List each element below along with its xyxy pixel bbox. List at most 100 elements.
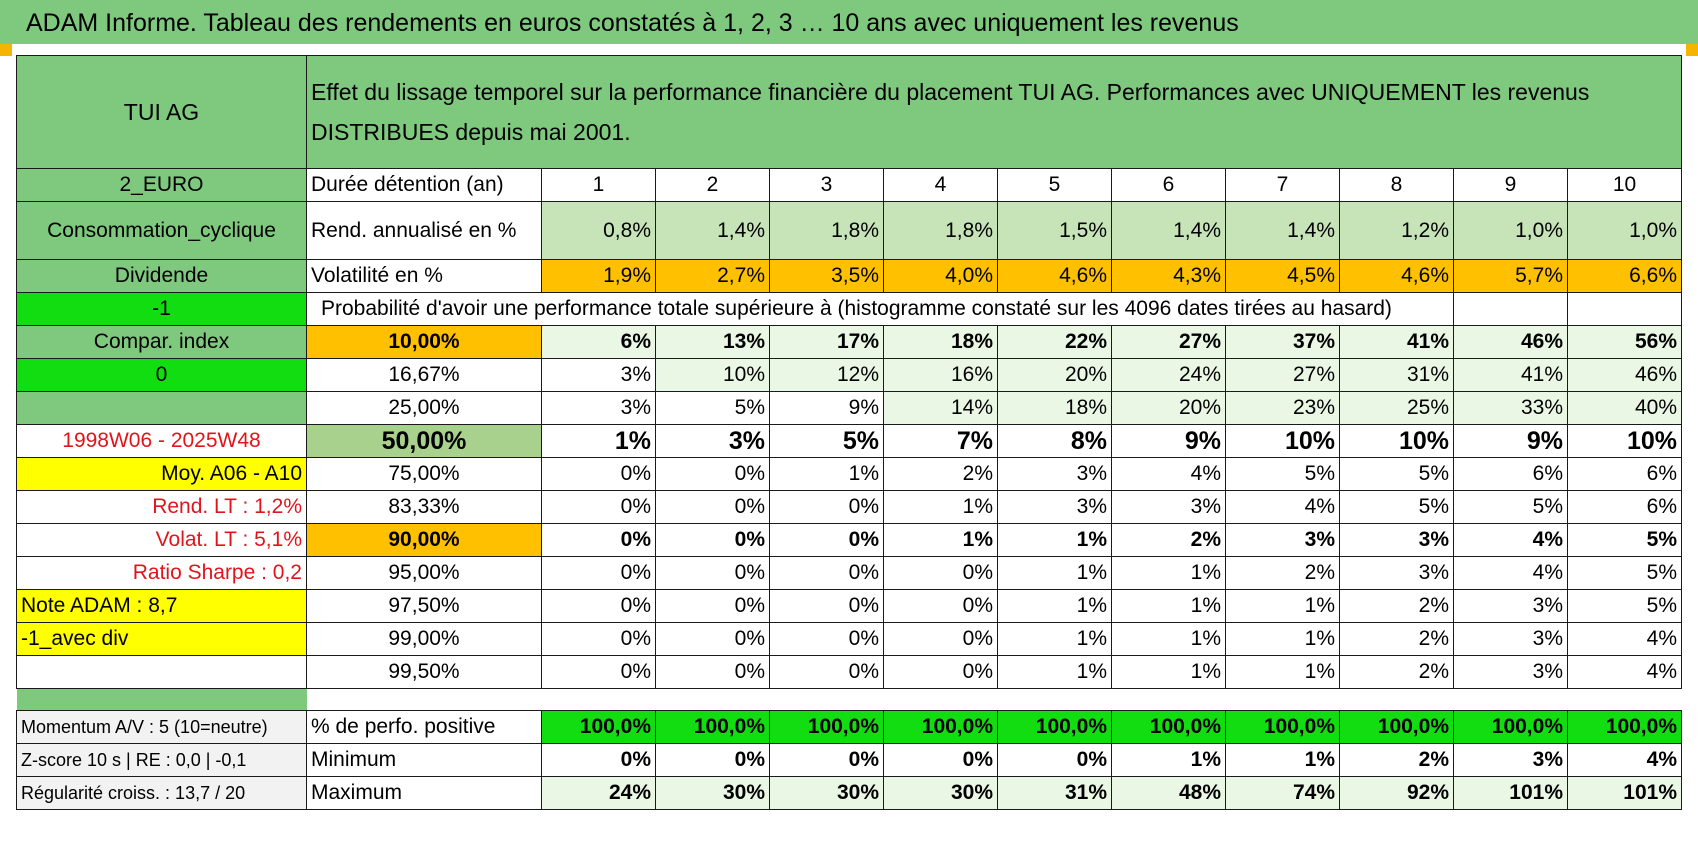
probability-value: 9% xyxy=(1111,424,1226,458)
sidebar-stat-regularite-label: Régularité croiss. : 13,7 / 20 xyxy=(16,776,307,810)
year-header: 1 xyxy=(541,168,656,202)
empty-cell xyxy=(1453,292,1568,326)
minimum-value: 0% xyxy=(997,743,1112,777)
rend-value: 1,2% xyxy=(1339,201,1454,260)
probability-value: 16% xyxy=(883,358,998,392)
probability-value: 10% xyxy=(1225,424,1340,458)
orange-marker-right xyxy=(1686,44,1698,56)
probability-value: 1% xyxy=(997,523,1112,557)
maximum-value: 101% xyxy=(1567,776,1682,810)
duration-label: Durée détention (an) xyxy=(306,168,542,202)
probability-value: 9% xyxy=(1453,424,1568,458)
rend-value: 1,5% xyxy=(997,201,1112,260)
probability-value: 20% xyxy=(997,358,1112,392)
probability-value: 17% xyxy=(769,325,884,359)
probability-value: 20% xyxy=(1111,391,1226,425)
sharpe-label: Ratio Sharpe : 0,2 xyxy=(16,556,307,590)
probability-value: 6% xyxy=(1453,457,1568,491)
probability-value: 3% xyxy=(541,391,656,425)
threshold-row: Compar. index 10,00% 6% 13% 17% 18% 22% 27% 37% 4… xyxy=(16,325,1682,359)
maximum-value: 30% xyxy=(655,776,770,810)
threshold-label: 95,00% xyxy=(306,556,542,590)
probability-value: 1% xyxy=(997,622,1112,656)
volatility-value: 3,5% xyxy=(769,259,884,293)
probability-value: 1% xyxy=(1111,622,1226,656)
probability-value: 0% xyxy=(541,655,656,689)
probability-value: 4% xyxy=(1567,622,1682,656)
rend-lt-label: Rend. LT : 1,2% xyxy=(16,490,307,524)
threshold-row: Moy. A06 - A10 75,00% 0% 0% 1% 2% 3% 4% 5% 5% 6% 6% xyxy=(16,457,1682,491)
threshold-row: Rend. LT : 1,2% 83,33% 0% 0% 0% 1% 3% 3% 4% 5% 5% 6… xyxy=(16,490,1682,524)
year-header: 3 xyxy=(769,168,884,202)
probability-value: 7% xyxy=(883,424,998,458)
volatility-value: 4,6% xyxy=(1339,259,1454,293)
probability-value: 27% xyxy=(1111,325,1226,359)
pct-positive-value: 100,0% xyxy=(1225,710,1340,744)
moy-label: Moy. A06 - A10 xyxy=(16,457,307,491)
probability-value: 4% xyxy=(1567,655,1682,689)
probability-value: 3% xyxy=(997,457,1112,491)
rend-label: Rend. annualisé en % xyxy=(306,201,542,260)
minimum-value: 2% xyxy=(1339,743,1454,777)
probability-value: 46% xyxy=(1453,325,1568,359)
probability-value: 3% xyxy=(1111,490,1226,524)
minimum-value: 4% xyxy=(1567,743,1682,777)
empty-green-cell xyxy=(16,391,307,425)
pct-positive-value: 100,0% xyxy=(1453,710,1568,744)
rend-value: 1,4% xyxy=(1225,201,1340,260)
currency-label: 2_EURO xyxy=(16,168,307,202)
probability-value: 13% xyxy=(655,325,770,359)
rend-value: 1,4% xyxy=(655,201,770,260)
probability-value: 8% xyxy=(997,424,1112,458)
minimum-value: 3% xyxy=(1453,743,1568,777)
probability-value: 2% xyxy=(1111,523,1226,557)
spacer-green-cell xyxy=(16,688,307,711)
threshold-label: 97,50% xyxy=(306,589,542,623)
period-label: 1998W06 - 2025W48 xyxy=(16,424,307,458)
volat-label: Volatilité en % xyxy=(306,259,542,293)
probability-value: 0% xyxy=(541,556,656,590)
summary-row: Momentum A/V : 5 (10=neutre)% de perfo. … xyxy=(16,710,1682,744)
probability-value: 5% xyxy=(769,424,884,458)
probability-value: 56% xyxy=(1567,325,1682,359)
probability-value: 0% xyxy=(541,457,656,491)
threshold-label: 10,00% xyxy=(306,325,542,359)
probability-value: 1% xyxy=(1225,655,1340,689)
rend-value: 1,0% xyxy=(1567,201,1682,260)
probability-value: 3% xyxy=(1453,622,1568,656)
zero-cell: 0 xyxy=(16,358,307,392)
probability-value: 3% xyxy=(1453,589,1568,623)
probability-value: 4% xyxy=(1453,523,1568,557)
probability-value: 3% xyxy=(1339,556,1454,590)
probability-value: 1% xyxy=(997,589,1112,623)
probability-value: 1% xyxy=(883,490,998,524)
rend-value: 1,4% xyxy=(1111,201,1226,260)
probability-value: 0% xyxy=(883,655,998,689)
probability-value: 5% xyxy=(1339,457,1454,491)
year-header: 4 xyxy=(883,168,998,202)
threshold-row: 25,00% 3% 5% 9% 14% 18% 20% 23% 25% 33% 40% xyxy=(16,391,1682,425)
compar-index-label: Compar. index xyxy=(16,325,307,359)
volatility-value: 1,9% xyxy=(541,259,656,293)
probability-value: 6% xyxy=(1567,457,1682,491)
threshold-label: 90,00% xyxy=(306,523,542,557)
maximum-value: 30% xyxy=(883,776,998,810)
threshold-row: 99,50% 0% 0% 0% 0% 1% 1% 1% 2% 3% 4% xyxy=(16,655,1682,689)
minimum-label: Minimum xyxy=(306,743,542,777)
probability-value: 1% xyxy=(1225,589,1340,623)
probability-value: 0% xyxy=(655,556,770,590)
probability-value: 2% xyxy=(1339,589,1454,623)
probability-value: 46% xyxy=(1567,358,1682,392)
probability-value: 0% xyxy=(883,556,998,590)
probability-value: 6% xyxy=(1567,490,1682,524)
sidebar-stat-momentum-label: Momentum A/V : 5 (10=neutre) xyxy=(16,710,307,744)
threshold-row: 1998W06 - 2025W48 50,00% 1% 3% 5% 7% 8% 9% 10% 10… xyxy=(16,424,1682,458)
probability-value: 10% xyxy=(655,358,770,392)
volatility-value: 5,7% xyxy=(1453,259,1568,293)
probability-value: 5% xyxy=(1567,556,1682,590)
probability-value: 0% xyxy=(883,622,998,656)
rend-value: 0,8% xyxy=(541,201,656,260)
probability-value: 1% xyxy=(1111,589,1226,623)
spacer-row xyxy=(16,688,1682,711)
pct-positive-value: 100,0% xyxy=(1567,710,1682,744)
